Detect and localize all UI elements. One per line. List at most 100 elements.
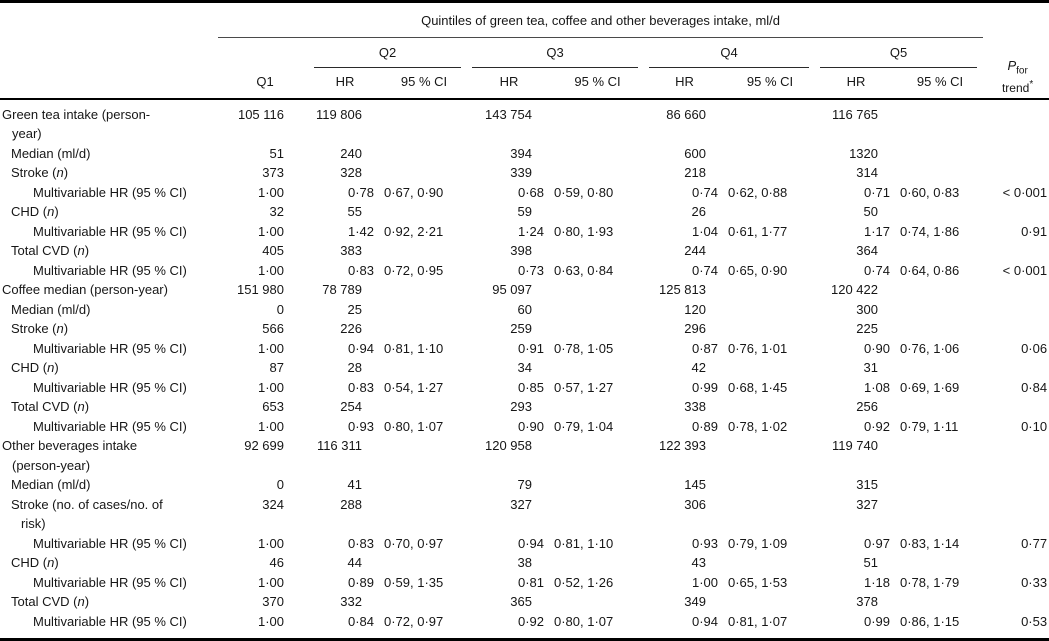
cell-ci: [894, 397, 986, 417]
row-label: Median (ml/d): [11, 477, 91, 492]
table-row: Coffee median (person-year) 151 980 78 789…: [0, 280, 1049, 300]
cell-p: [986, 495, 1049, 534]
row-label: Multivariable HR (95 % CI): [33, 262, 187, 278]
row-label: Multivariable HR (95 % CI): [33, 418, 187, 434]
cell-q1: 405: [262, 243, 284, 258]
cell-hr: 244: [684, 243, 706, 258]
cell-hr: 125 813: [659, 282, 706, 297]
table-row: Multivariable HR (95 % CI) 1·00 0·83 0·70, …: [0, 534, 1049, 554]
cell-hr: 145: [684, 477, 706, 492]
cell-hr: 0·81: [517, 574, 544, 590]
table-header: Quintiles of green tea, coffee and other…: [0, 1, 1049, 100]
cell-hr: 38: [517, 555, 532, 570]
cell-p: [986, 553, 1049, 573]
cell-ci: 0·80, 1·93: [554, 223, 614, 239]
cell-ci: [378, 144, 470, 164]
cell-q1: 151 980: [237, 282, 284, 297]
cell-hr: 0·83: [347, 535, 374, 551]
cell-q1: 0: [276, 477, 284, 492]
cell-hr: 364: [856, 243, 878, 258]
cell-ci: 0·92, 2·21: [384, 223, 444, 239]
cell-ci: 0·62, 0·88: [728, 184, 788, 200]
cell-hr: 0·87: [691, 340, 718, 356]
cell-hr: 120 958: [485, 438, 532, 453]
cell-ci: [548, 495, 647, 534]
column-header-ci: 95 % CI: [378, 68, 470, 100]
cell-ci: 0·83, 1·14: [900, 535, 960, 551]
cell-ci: 0·76, 1·01: [728, 340, 788, 356]
cell-hr: 0·90: [517, 418, 544, 434]
cell-p: 0·84: [1021, 379, 1048, 395]
cell-q1: 373: [262, 165, 284, 180]
cell-q1: 1·00: [257, 184, 284, 200]
cell-ci: [722, 163, 818, 183]
cell-ci: 0·68, 1·45: [728, 379, 788, 395]
cell-hr: 398: [510, 243, 532, 258]
cell-p: [986, 163, 1049, 183]
cell-hr: 328: [340, 165, 362, 180]
cell-q1: 653: [262, 399, 284, 414]
row-label: Median (ml/d): [11, 301, 91, 317]
row-label: Stroke (no. of cases/no. of risk): [11, 496, 163, 532]
cell-ci: [378, 397, 470, 417]
p-symbol: P: [1007, 57, 1017, 73]
cell-hr: 0·89: [347, 574, 374, 590]
row-label: Total CVD (n): [11, 243, 90, 258]
cell-ci: [548, 319, 647, 339]
cell-ci: [548, 144, 647, 164]
cell-p: [986, 280, 1049, 300]
cell-q1: 46: [269, 555, 284, 570]
cell-ci: 0·61, 1·77: [728, 223, 788, 239]
cell-hr: 394: [510, 145, 532, 161]
cell-hr: 0·97: [863, 535, 890, 551]
cell-hr: 254: [340, 399, 362, 414]
table-row: Multivariable HR (95 % CI) 1·00 0·89 0·59, …: [0, 573, 1049, 593]
p-subscript: for: [1016, 65, 1028, 77]
cell-p: 0·10: [1021, 418, 1048, 434]
cell-q1: 1·00: [257, 379, 284, 395]
row-label: Multivariable HR (95 % CI): [33, 223, 187, 239]
cell-hr: 0·94: [691, 613, 718, 629]
cell-ci: [894, 280, 986, 300]
cell-hr: 1·08: [863, 379, 890, 395]
cell-ci: 0·60, 0·83: [900, 184, 960, 200]
row-label: Green tea intake (person-year): [2, 106, 151, 142]
column-header-hr: HR: [647, 68, 722, 100]
cell-ci: [378, 202, 470, 222]
cell-hr: 78 789: [322, 282, 362, 297]
table-row: Stroke (n) 373 328 339 218 314: [0, 163, 1049, 183]
cell-hr: 0·84: [347, 613, 374, 629]
cell-hr: 288: [340, 496, 362, 512]
table-row: Multivariable HR (95 % CI) 1·00 0·83 0·72, …: [0, 261, 1049, 281]
cell-hr: 314: [856, 165, 878, 180]
cell-hr: 383: [340, 243, 362, 258]
cell-hr: 225: [856, 321, 878, 336]
cell-hr: 0·94: [517, 535, 544, 551]
cell-ci: 0·79, 1·11: [900, 418, 959, 434]
cell-ci: 0·64, 0·86: [900, 262, 960, 278]
cell-p: [986, 592, 1049, 612]
row-label: Multivariable HR (95 % CI): [33, 340, 187, 356]
table-row: CHD (n) 32 55 59 26 50: [0, 202, 1049, 222]
cell-hr: 50: [863, 204, 878, 219]
cell-hr: 0·74: [863, 262, 890, 278]
cell-q1: 370: [262, 594, 284, 609]
cell-hr: 1·18: [863, 574, 890, 590]
cell-hr: 119 740: [831, 438, 878, 453]
row-label: Stroke (n): [11, 321, 69, 336]
cell-ci: [894, 241, 986, 261]
row-label: Stroke (n): [11, 165, 69, 180]
group-header-q5: Q5: [818, 38, 986, 68]
table-body: Green tea intake (person-year) 105 116 119…: [0, 99, 1049, 640]
cell-hr: 1320: [849, 145, 878, 161]
cell-ci: 0·80, 1·07: [384, 418, 444, 434]
cell-ci: [378, 358, 470, 378]
cell-ci: [894, 553, 986, 573]
cell-ci: [894, 319, 986, 339]
cell-hr: 120: [684, 301, 706, 317]
table-row: Other beverages intake (person-year) 92 69…: [0, 436, 1049, 475]
cell-hr: 0·93: [691, 535, 718, 551]
cell-hr: 339: [510, 165, 532, 180]
table-row: Multivariable HR (95 % CI) 1·00 0·78 0·67, …: [0, 183, 1049, 203]
